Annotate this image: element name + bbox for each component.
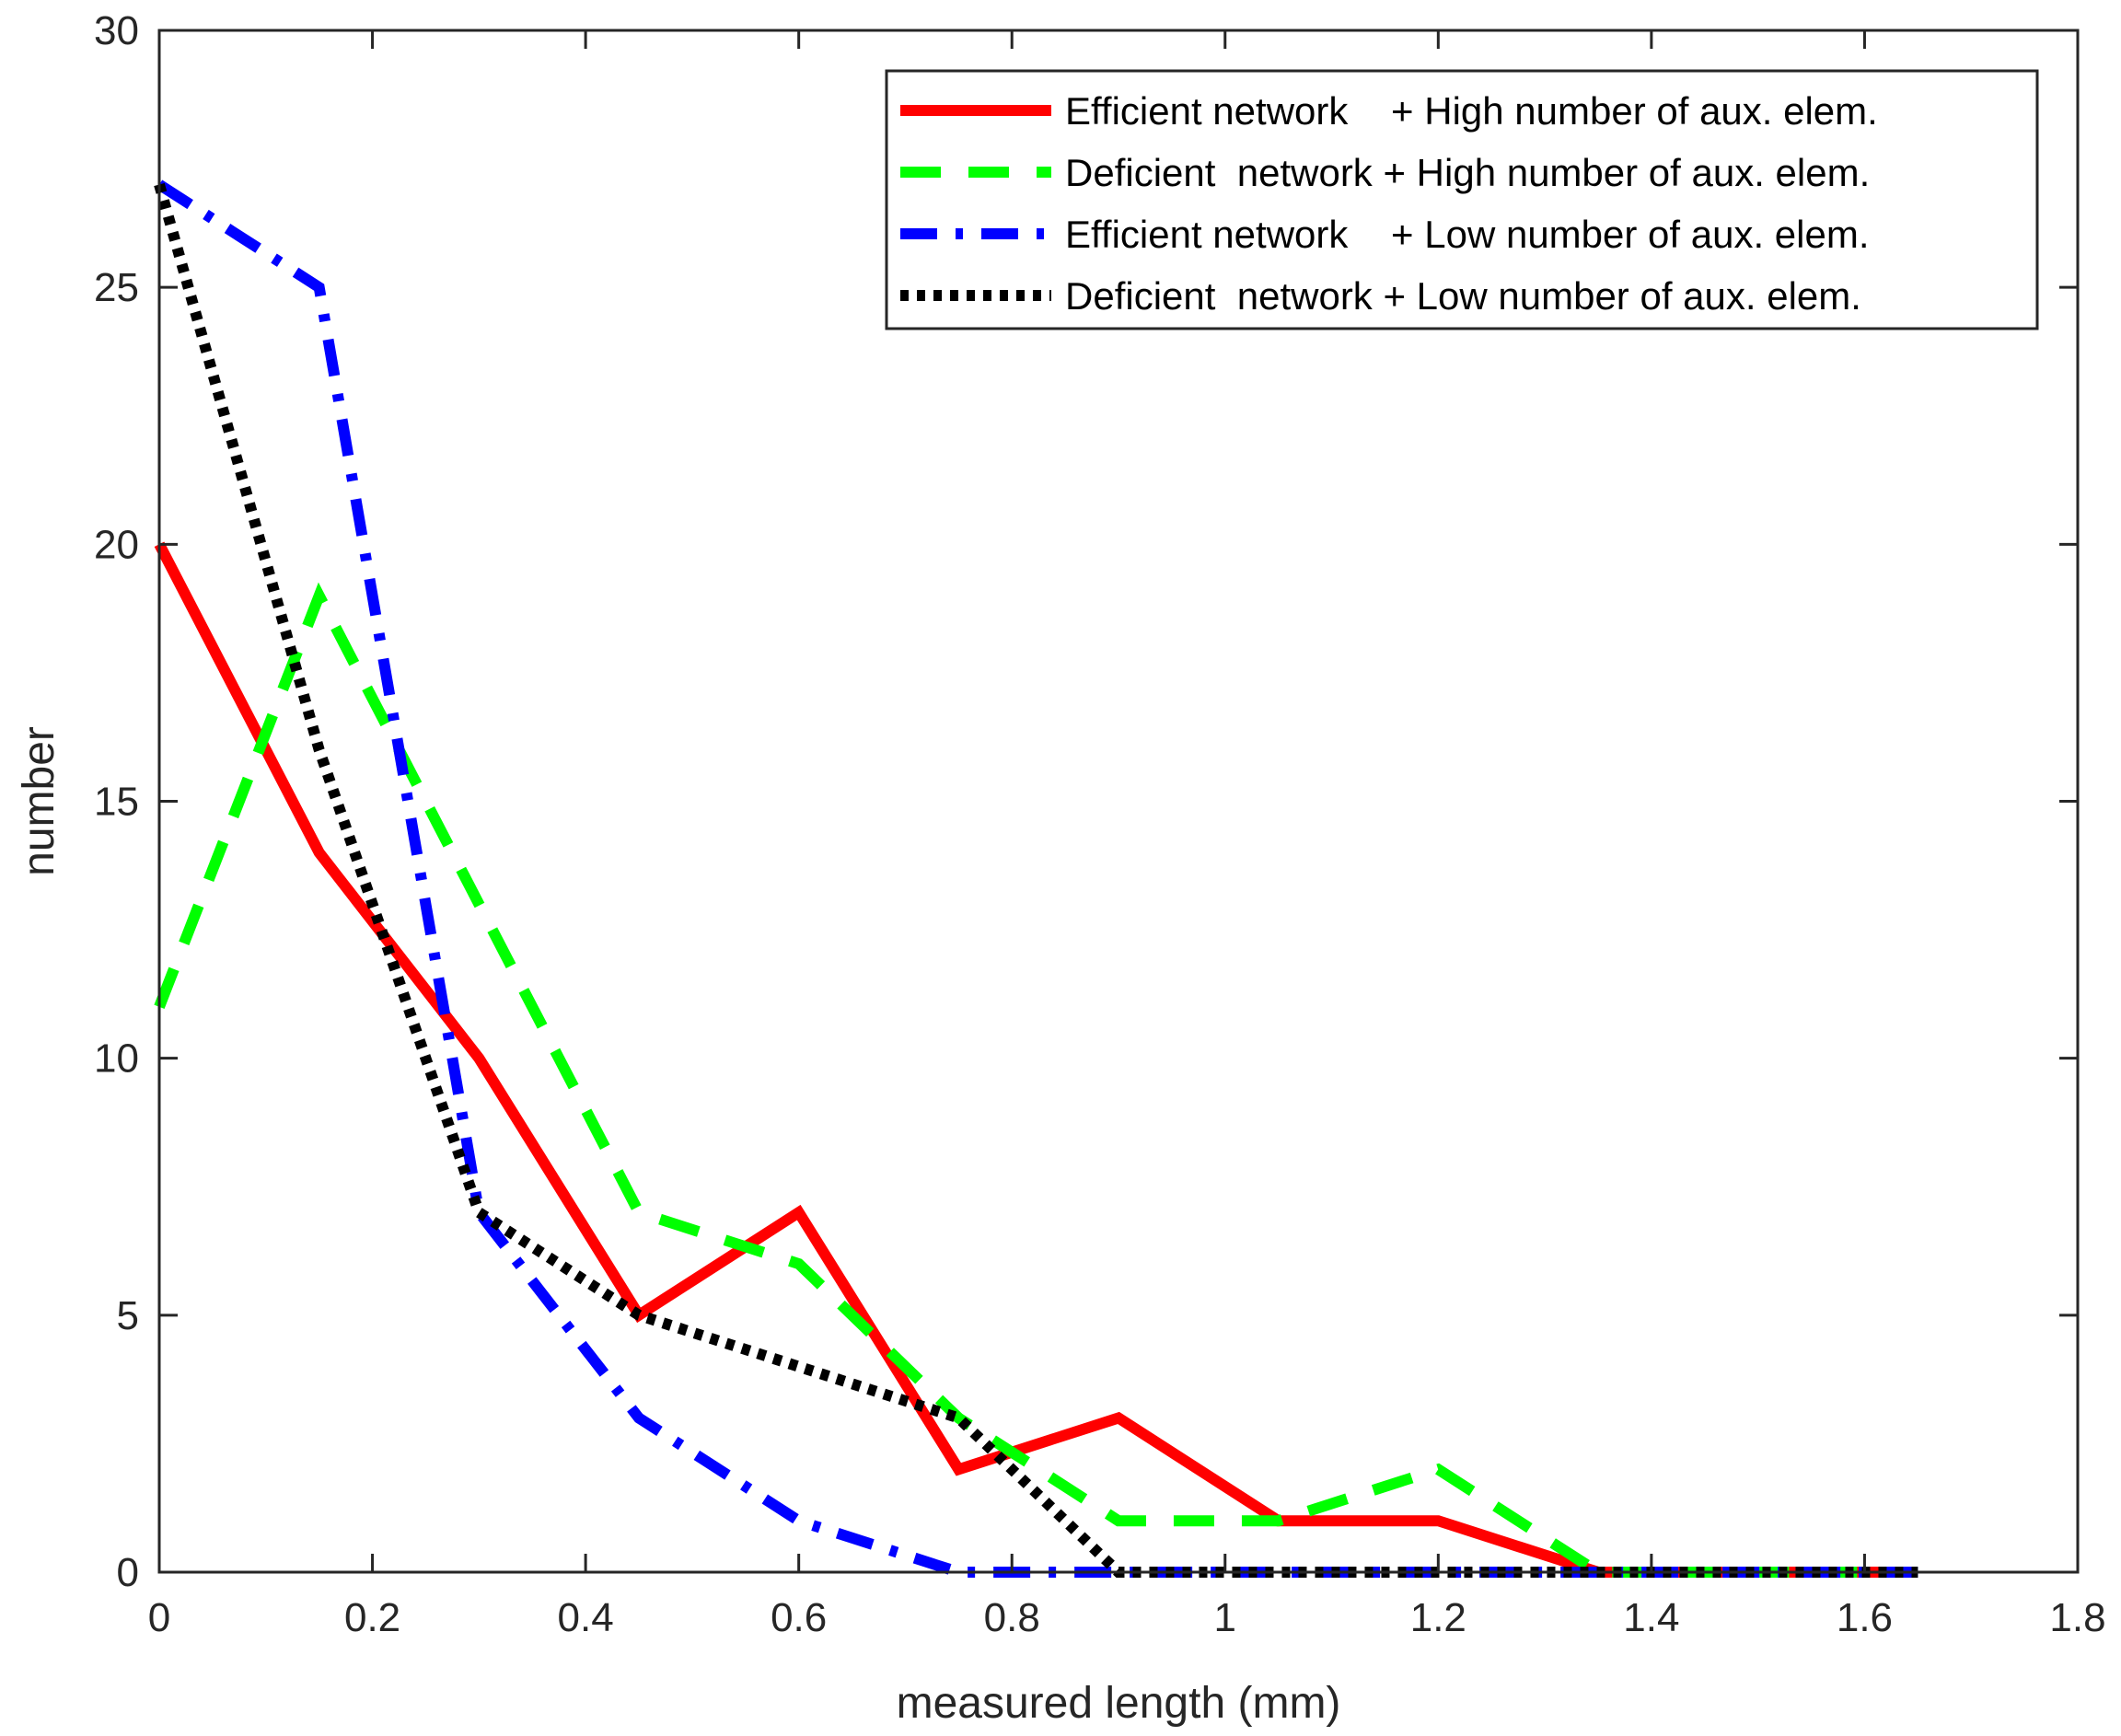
y-tick-label: 25 bbox=[94, 265, 139, 310]
legend: Efficient network + High number of aux. … bbox=[885, 69, 2039, 330]
y-tick-label: 30 bbox=[94, 8, 139, 53]
x-tick-label: 1 bbox=[1214, 1595, 1236, 1640]
y-tick-label: 10 bbox=[94, 1036, 139, 1082]
y-axis-title: number bbox=[15, 726, 64, 876]
x-tick-label: 0.6 bbox=[771, 1595, 827, 1640]
y-tick-label: 15 bbox=[94, 780, 139, 825]
legend-label-3: Efficient network + Low number of aux. e… bbox=[1065, 213, 1870, 256]
ticks-layer: 0 0.2 0.4 0.6 0.8 1 1.2 1.4 1.6 1.8 0 5 10 15 20 25 30 bbox=[94, 8, 2106, 1640]
x-tick-label: 1.6 bbox=[1837, 1595, 1893, 1640]
legend-label-1: Efficient network + High number of aux. … bbox=[1065, 89, 1878, 133]
x-tick-label: 1.2 bbox=[1410, 1595, 1466, 1640]
series-line-4 bbox=[154, 182, 1918, 1578]
y-tick-label: 5 bbox=[117, 1293, 139, 1338]
y-tick-label: 20 bbox=[94, 522, 139, 567]
x-tick-label: 0.2 bbox=[344, 1595, 400, 1640]
x-axis-title: measured length (mm) bbox=[897, 1679, 1341, 1728]
legend-label-4: Deficient network + Low number of aux. e… bbox=[1065, 274, 1861, 318]
x-tick-label: 0.8 bbox=[984, 1595, 1040, 1640]
x-tick-label: 0 bbox=[148, 1595, 170, 1640]
x-tick-label: 1.4 bbox=[1623, 1595, 1679, 1640]
x-tick-label: 1.8 bbox=[2049, 1595, 2105, 1640]
series-line-3 bbox=[156, 179, 1918, 1578]
legend-box bbox=[885, 69, 2039, 330]
legend-label-2: Deficient network + High number of aux. … bbox=[1065, 151, 1870, 194]
y-tick-label: 0 bbox=[117, 1550, 139, 1595]
x-tick-label: 0.4 bbox=[558, 1595, 614, 1640]
